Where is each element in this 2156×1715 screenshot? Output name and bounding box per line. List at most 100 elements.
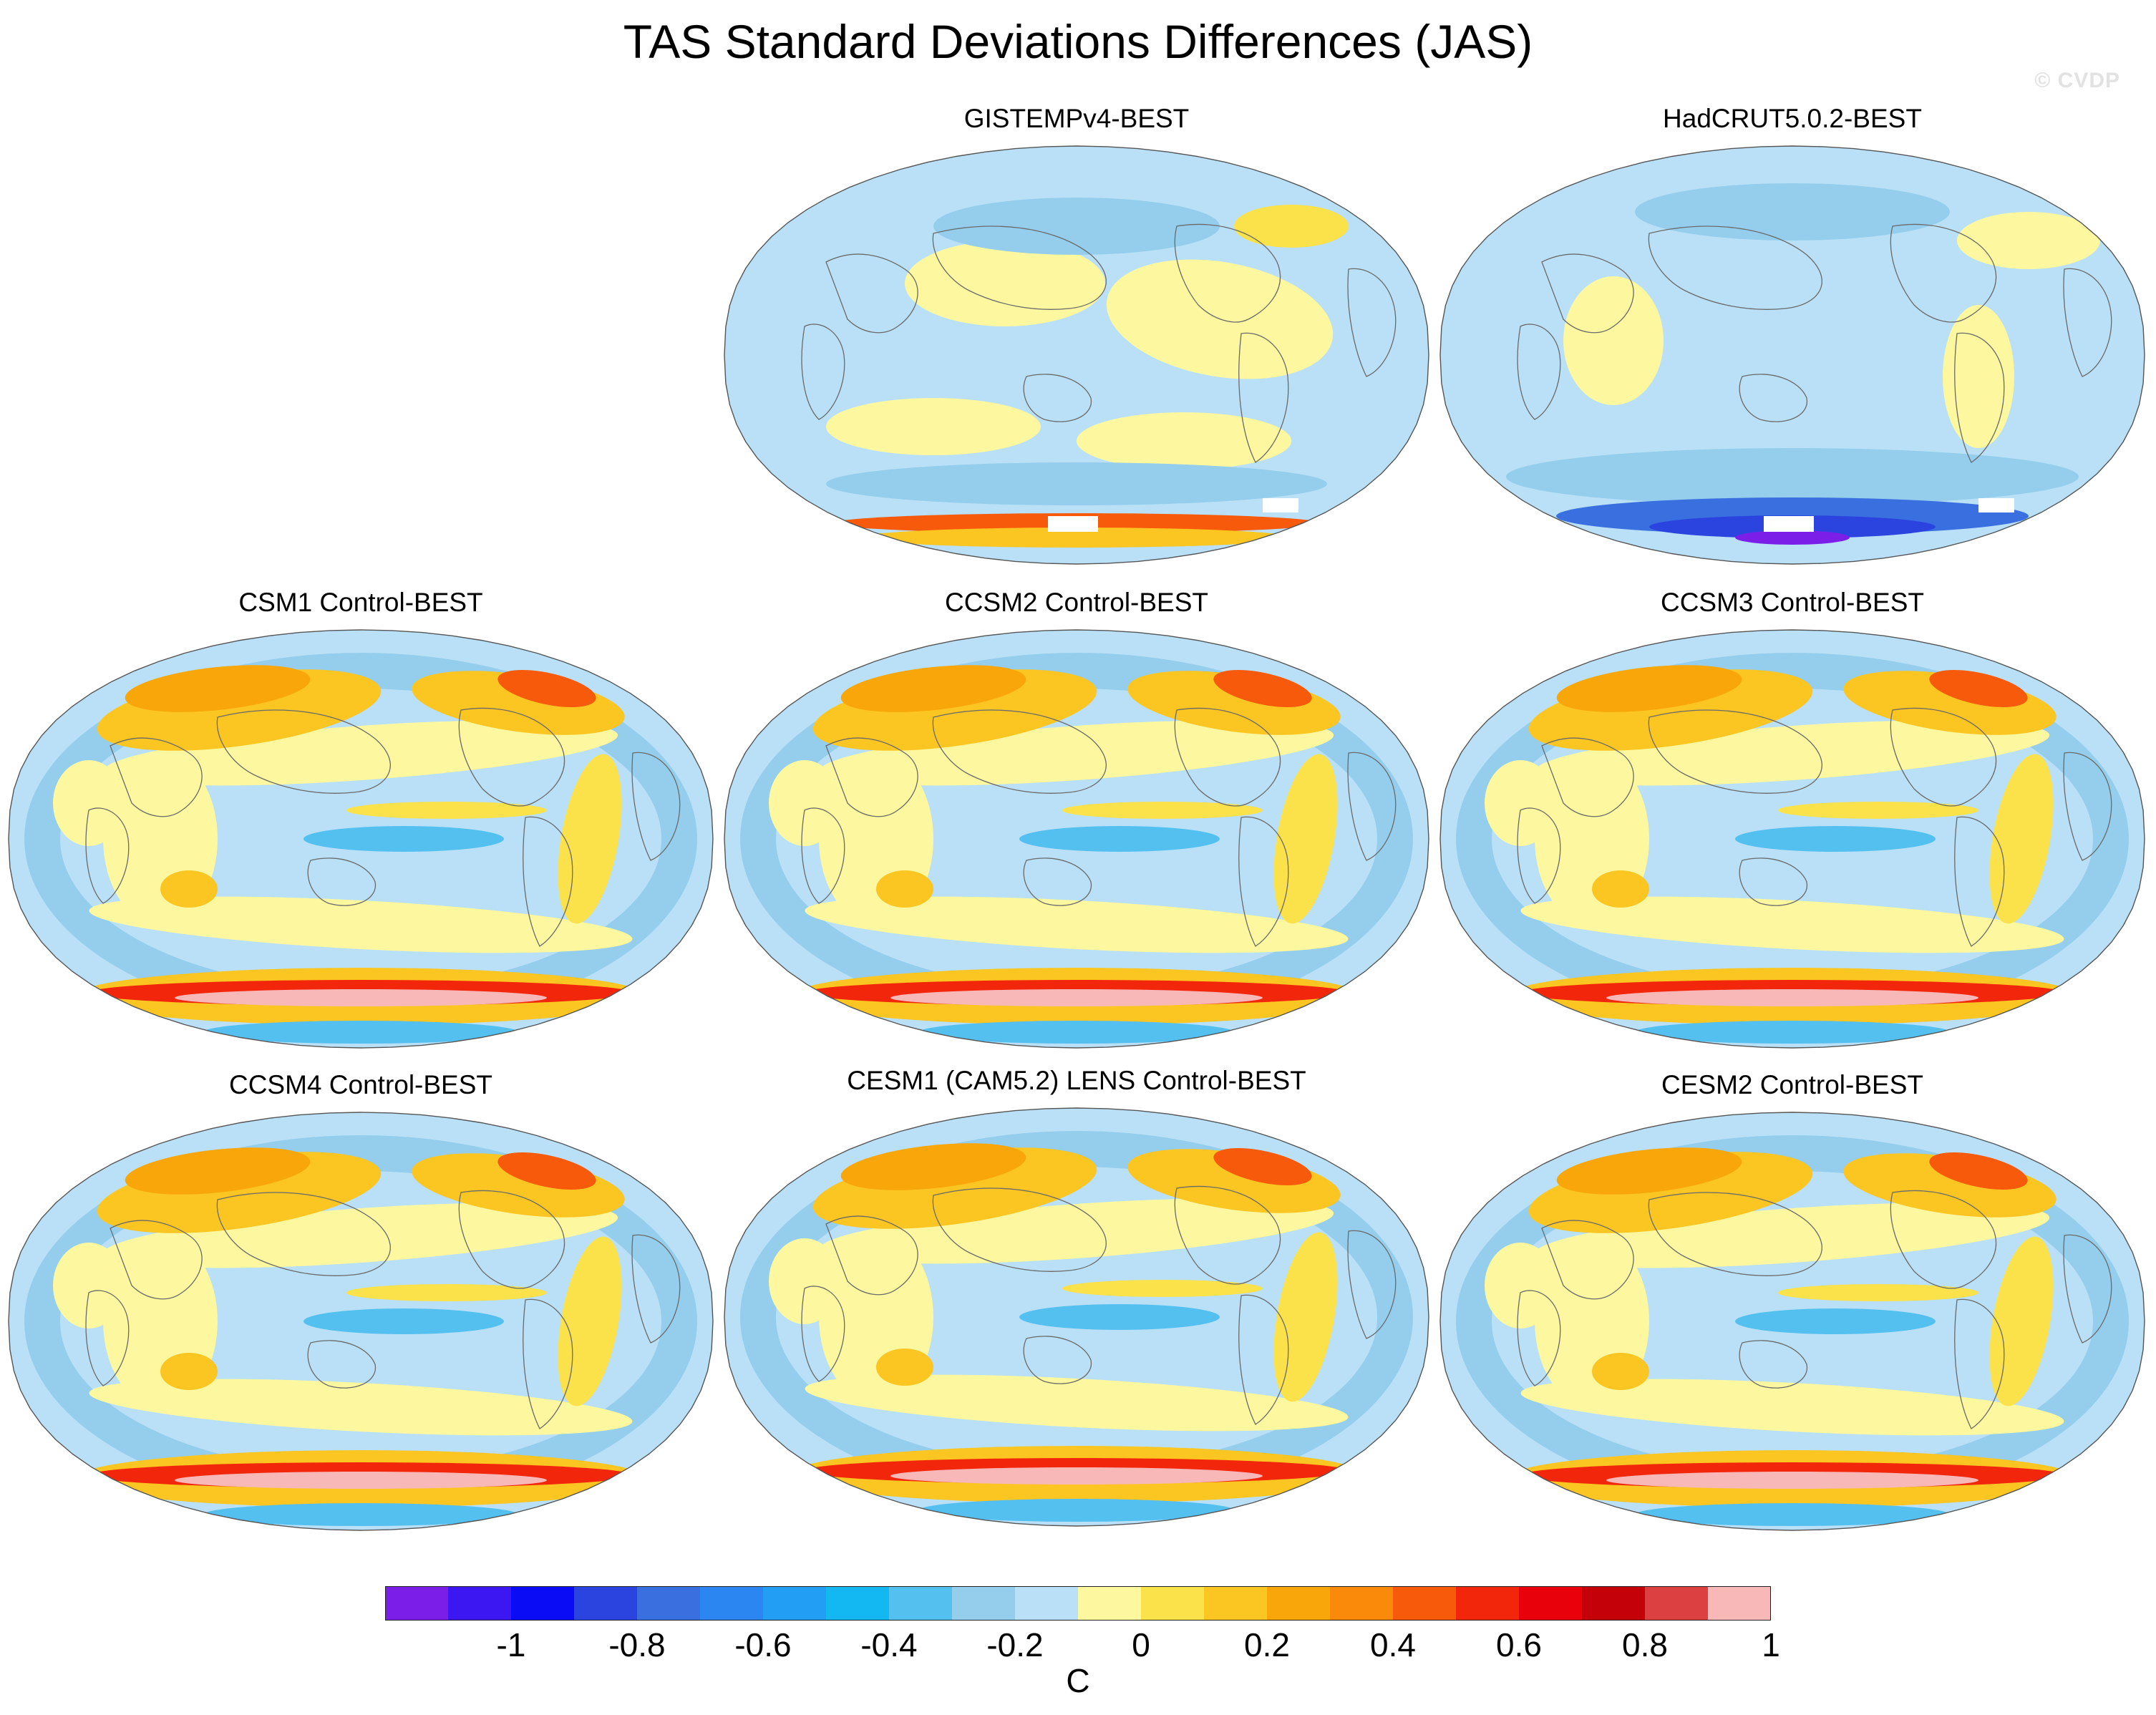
- coastline: [307, 1340, 376, 1389]
- coastline: [1648, 225, 1822, 310]
- panel-title: CESM2 Control-BEST: [1661, 1070, 1923, 1099]
- map-ccsm2: [724, 629, 1429, 1049]
- coastline: [458, 1190, 565, 1289]
- anomaly-blob: [1062, 1280, 1263, 1297]
- colorbar-swatch: [763, 1586, 827, 1621]
- colorbar-swatch: [1582, 1586, 1646, 1621]
- colorbar-swatch: [511, 1586, 575, 1621]
- coastline: [1890, 1190, 1997, 1289]
- anomaly-blob: [304, 1308, 504, 1334]
- missing-data-patch: [1048, 516, 1098, 532]
- anomaly-blob: [805, 896, 1349, 953]
- anomaly-blob: [1929, 1152, 2028, 1190]
- anomaly-blob: [876, 870, 933, 908]
- anomaly-blob: [1213, 670, 1312, 707]
- coastline: [307, 858, 376, 906]
- coastline: [1174, 1185, 1281, 1285]
- colorbar-swatch: [1330, 1586, 1394, 1621]
- coastline: [1739, 858, 1807, 906]
- panel-title: CCSM3 Control-BEST: [1660, 588, 1925, 617]
- panel-title: HadCRUT5.0.2-BEST: [1663, 104, 1922, 133]
- colorbar-tick-label: -0.8: [608, 1626, 666, 1663]
- coastline: [1023, 1336, 1092, 1384]
- coastline: [1648, 1192, 1822, 1276]
- anomaly-blob: [125, 665, 311, 712]
- panel-title: CCSM4 Control-BEST: [228, 1070, 493, 1099]
- map-field: [724, 630, 1429, 1048]
- anomaly-blob: [840, 1143, 1026, 1190]
- colorbar-tick-label: -0.2: [986, 1626, 1044, 1663]
- anomaly-blob: [1943, 305, 2014, 448]
- colorbar-tick-label: 0.6: [1496, 1626, 1542, 1663]
- panel-title: CCSM2 Control-BEST: [944, 588, 1209, 617]
- anomaly-blob: [1735, 1308, 1936, 1334]
- coastline: [1541, 253, 1634, 334]
- map-field: [9, 1112, 713, 1530]
- coastline: [523, 816, 573, 947]
- map-field: [9, 630, 713, 1048]
- anomaly-blob: [826, 398, 1041, 455]
- anomaly-blob: [1456, 169, 2129, 541]
- coastline: [2063, 752, 2112, 861]
- anomaly-blob: [905, 241, 1105, 326]
- colorbar-swatch: [1204, 1586, 1268, 1621]
- panel-title: CSM1 Control-BEST: [238, 588, 483, 617]
- anomaly-blob: [304, 826, 504, 852]
- colorbar-tick-label: -0.6: [734, 1626, 792, 1663]
- anomaly-blob: [346, 802, 547, 819]
- colorbar-units: C: [1066, 1662, 1090, 1699]
- anomaly-blob: [826, 462, 1327, 505]
- colorbar-swatch: [1393, 1586, 1457, 1621]
- colorbar-swatch: [574, 1586, 638, 1621]
- anomaly-blob: [160, 1353, 218, 1390]
- anomaly-blob: [53, 1243, 125, 1328]
- anomaly-blob: [840, 665, 1026, 712]
- map-field: [724, 1108, 1429, 1526]
- coastline: [85, 1290, 130, 1386]
- panel-ccsm2: CCSM2 Control-BEST: [719, 587, 1434, 1088]
- coastline: [801, 807, 845, 904]
- anomaly-blob: [1556, 665, 1742, 712]
- coastline: [1023, 374, 1092, 422]
- anomaly-blob: [1273, 1232, 1338, 1402]
- missing-data-patch: [1263, 498, 1298, 512]
- missing-data-patch: [1978, 498, 2014, 512]
- map-hadcrut: [1439, 145, 2145, 565]
- coastline: [1517, 807, 1561, 904]
- map-border: [724, 629, 1429, 1049]
- colorbar-tick-label: -1: [496, 1626, 526, 1663]
- coastline: [2063, 1234, 2112, 1344]
- coastline: [2063, 268, 2112, 377]
- anomaly-blob: [1957, 212, 2100, 269]
- anomaly-blob: [175, 1472, 547, 1489]
- anomaly-blob: [497, 1152, 596, 1190]
- colorbar-swatch: [1078, 1586, 1142, 1621]
- anomaly-blob: [1535, 1203, 2050, 1268]
- map-border: [1439, 1112, 2145, 1531]
- anomaly-blob: [1485, 760, 1556, 846]
- coastline: [1890, 223, 1997, 323]
- anomaly-blob: [862, 528, 1291, 548]
- map-border: [724, 1107, 1429, 1527]
- coastline: [631, 1234, 681, 1344]
- coastline: [801, 324, 845, 420]
- anomaly-blob: [1563, 276, 1664, 405]
- figure-title: TAS Standard Deviations Differences (JAS…: [623, 15, 1533, 68]
- anomaly-blob: [1635, 183, 1950, 241]
- colorbar-tick-label: 0: [1132, 1626, 1150, 1663]
- anomaly-blob: [890, 1467, 1263, 1485]
- panel-hadcrut: HadCRUT5.0.2-BEST: [1434, 103, 2150, 604]
- missing-data-patch: [1764, 516, 1814, 532]
- map-field: [1440, 630, 2145, 1048]
- colorbar-swatch: [1708, 1586, 1771, 1621]
- map-border: [8, 1112, 714, 1531]
- anomaly-blob: [1019, 826, 1220, 852]
- coastline: [1954, 332, 2005, 463]
- colorbar-swatch: [1645, 1586, 1709, 1621]
- anomaly-blob: [1778, 1284, 1978, 1301]
- anomaly-blob: [558, 1236, 622, 1407]
- anomaly-blob: [1506, 448, 2079, 505]
- anomaly-blob: [160, 870, 218, 908]
- anomaly-blob: [1485, 1243, 1556, 1328]
- map-border: [724, 145, 1429, 565]
